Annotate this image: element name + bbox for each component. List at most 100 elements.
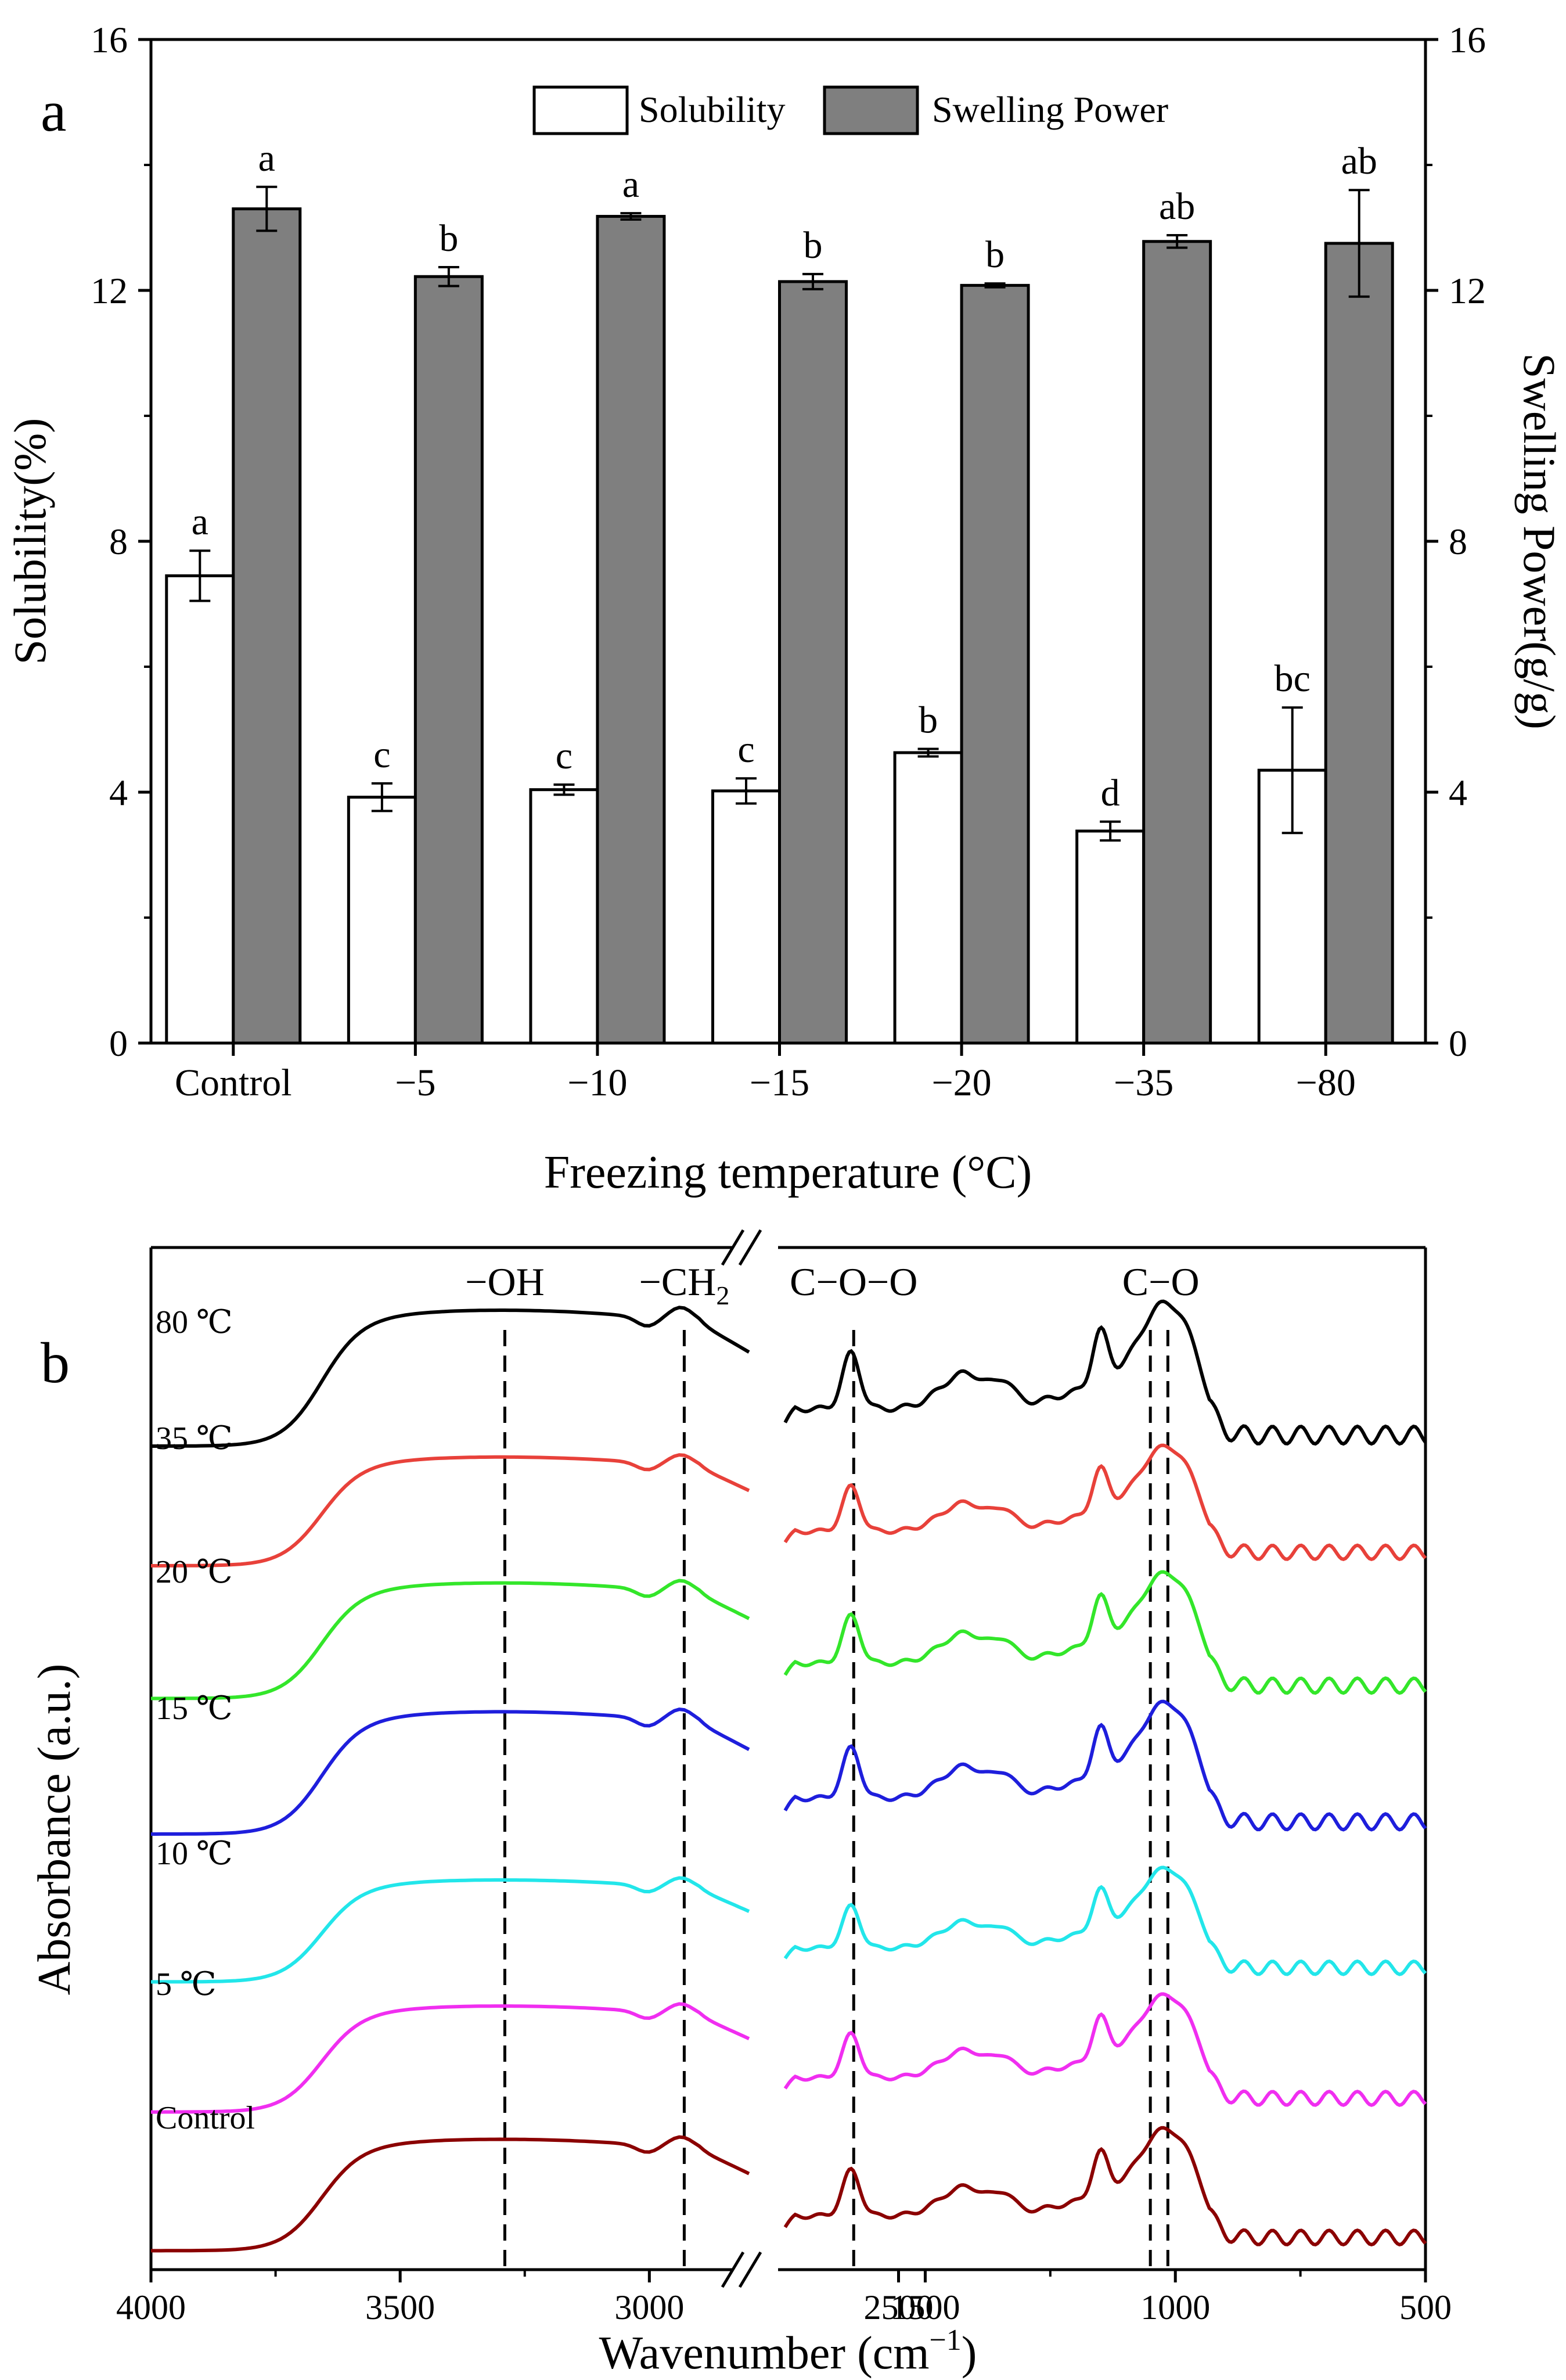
bar-solubility-2 <box>529 788 599 1045</box>
significance-letter: c <box>373 734 390 776</box>
x-tick-label: −35 <box>1114 1062 1173 1104</box>
x-tick-label: Control <box>175 1062 292 1104</box>
panel-label-a: a <box>41 79 66 143</box>
axis-break-mark <box>721 1229 745 1266</box>
peak-label: C−O <box>1122 1260 1200 1304</box>
spectrum-curve-right <box>783 1865 1427 1976</box>
series-label: 80 ℃ <box>156 1304 233 1340</box>
spectrum-curve-right <box>783 1443 1427 1561</box>
spectra-curves: 80 ℃ 35 ℃ 20 ℃ 15 ℃ 10 ℃ 5 ℃ Control <box>151 1299 1427 2253</box>
spectrum-curve-left <box>151 2002 750 2114</box>
spectrum-curve-left <box>151 1306 750 1448</box>
spectrum-curve-right <box>783 1570 1427 1695</box>
x-tick-label-b: 1000 <box>1140 2288 1210 2327</box>
bar-solubility-4 <box>893 751 963 1045</box>
significance-letter: b <box>804 224 823 267</box>
y-tick-label-right: 0 <box>1449 1023 1467 1064</box>
x-axis-label-b: Wavenumber (cm−1) <box>599 2324 977 2379</box>
y-tick-label-right: 12 <box>1449 270 1486 311</box>
spectrum-curve-right <box>783 2126 1427 2247</box>
ftir-spectra-chart: b −OH −CH2 C−O−O C−O 80 ℃ 35 ℃ 20 ℃ 15 ℃ 10 ℃ 5 … <box>29 1229 1452 2379</box>
significance-letter: a <box>258 137 275 179</box>
series-label: 5 ℃ <box>156 1966 217 2002</box>
peak-label: C−O−O <box>790 1260 917 1304</box>
plot-frame-b <box>149 1229 1427 2288</box>
bar-swelling-2 <box>596 215 666 1045</box>
peak-label: −OH <box>465 1260 545 1304</box>
bar-swelling-5 <box>1142 240 1212 1045</box>
y-axis-label-left: Solubility(%) <box>5 418 55 665</box>
legend-swatch-solubility <box>532 85 629 135</box>
x-tick-label-b: 4000 <box>116 2288 186 2327</box>
x-tick-label-b: 2500 <box>864 2288 934 2327</box>
significance-letter: b <box>985 233 1005 276</box>
spectrum-curve-right <box>783 1699 1427 1832</box>
x-tick-label-b: 3000 <box>614 2288 684 2327</box>
spectrum-curve-right <box>783 1992 1427 2107</box>
x-tick-label: −15 <box>750 1062 809 1104</box>
x-tick-label-b: 500 <box>1399 2288 1452 2327</box>
bar-solubility-3 <box>711 789 781 1045</box>
y-tick-label-left: 4 <box>109 772 128 813</box>
y-tick-label-left: 0 <box>109 1023 128 1064</box>
spectrum-curve-left <box>151 1707 750 1836</box>
spectrum-curve-left <box>151 1453 750 1568</box>
x-axis-label-a: Freezing temperature (°C) <box>544 1147 1032 1198</box>
significance-letter: b <box>919 699 938 741</box>
bar-swelling-3 <box>778 280 848 1045</box>
spectrum-curve-left <box>151 2135 750 2253</box>
legend: Solubility Swelling Power <box>532 85 1168 135</box>
series-label: 35 ℃ <box>156 1421 233 1457</box>
y-tick-label-left: 16 <box>91 19 128 60</box>
bar-swelling-4 <box>960 283 1030 1045</box>
significance-letter: ab <box>1159 185 1195 228</box>
panel-label-b: b <box>41 1331 70 1395</box>
y-tick-label-left: 8 <box>109 521 128 562</box>
bar-swelling-0 <box>232 207 302 1045</box>
significance-letter: d <box>1101 772 1120 814</box>
bar-solubility-1 <box>347 796 417 1045</box>
x-tick-label-b: 3500 <box>365 2288 435 2327</box>
y-axis-label-right: Swelling Power(g/g) <box>1514 353 1565 729</box>
series-label: 10 ℃ <box>156 1836 233 1872</box>
x-tick-label-b: 1500 <box>890 2288 960 2327</box>
significance-letter: a <box>622 163 639 206</box>
x-tick-label: −5 <box>395 1062 435 1104</box>
significance-letter: b <box>439 217 458 260</box>
axis-break-mark <box>721 2251 745 2288</box>
y-axis-label-b: Absorbance (a.u.) <box>29 1664 80 1996</box>
series-label: 15 ℃ <box>156 1691 233 1727</box>
bar-swelling-6 <box>1324 242 1394 1045</box>
series-label: 20 ℃ <box>156 1554 233 1590</box>
significance-letter: c <box>737 728 754 771</box>
x-tick-label: −10 <box>567 1062 627 1104</box>
bar-solubility-0 <box>165 574 235 1045</box>
legend-label-solubility: Solubility <box>639 89 786 130</box>
y-tick-label-right: 8 <box>1449 521 1467 562</box>
legend-label-swelling: Swelling Power <box>932 89 1168 130</box>
spectrum-curve-right <box>783 1299 1427 1446</box>
axis-break-mark <box>738 2251 762 2288</box>
spectrum-curve-left <box>151 1876 750 1984</box>
legend-swatch-swelling <box>823 85 919 135</box>
y-tick-label-right: 4 <box>1449 772 1467 813</box>
bar-solubility-5 <box>1075 829 1146 1045</box>
significance-letter: ab <box>1341 140 1377 182</box>
spectrum-curve-left <box>151 1579 750 1700</box>
y-tick-label-left: 12 <box>91 270 128 311</box>
axis-break-mark <box>738 1229 762 1266</box>
significance-letter: c <box>556 735 573 777</box>
significance-letter: a <box>192 501 208 543</box>
x-tick-label: −80 <box>1296 1062 1356 1104</box>
significance-letter: bc <box>1275 657 1311 700</box>
y-tick-label-right: 16 <box>1449 19 1486 60</box>
axis-ticks: Control −5 −10 −15 −20 −35 −80 0 0 4 4 8 8 12 12 16 16 <box>91 19 1486 1104</box>
x-tick-label: −20 <box>931 1062 991 1104</box>
peak-label: −CH2 <box>639 1260 730 1310</box>
series-label: Control <box>156 2100 255 2136</box>
bar-swelling-1 <box>413 275 484 1045</box>
